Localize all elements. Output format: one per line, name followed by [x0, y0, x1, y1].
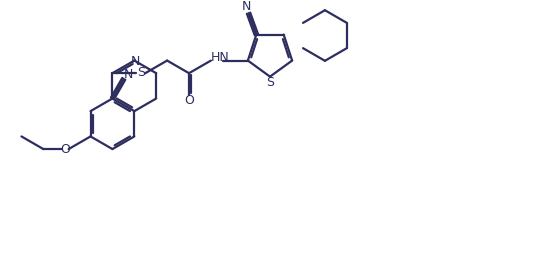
Text: N: N — [124, 68, 133, 81]
Text: O: O — [60, 143, 70, 156]
Text: S: S — [266, 76, 274, 89]
Text: O: O — [184, 94, 194, 107]
Text: S: S — [137, 66, 145, 79]
Text: HN: HN — [210, 51, 229, 64]
Text: N: N — [131, 55, 140, 68]
Text: N: N — [242, 0, 251, 13]
